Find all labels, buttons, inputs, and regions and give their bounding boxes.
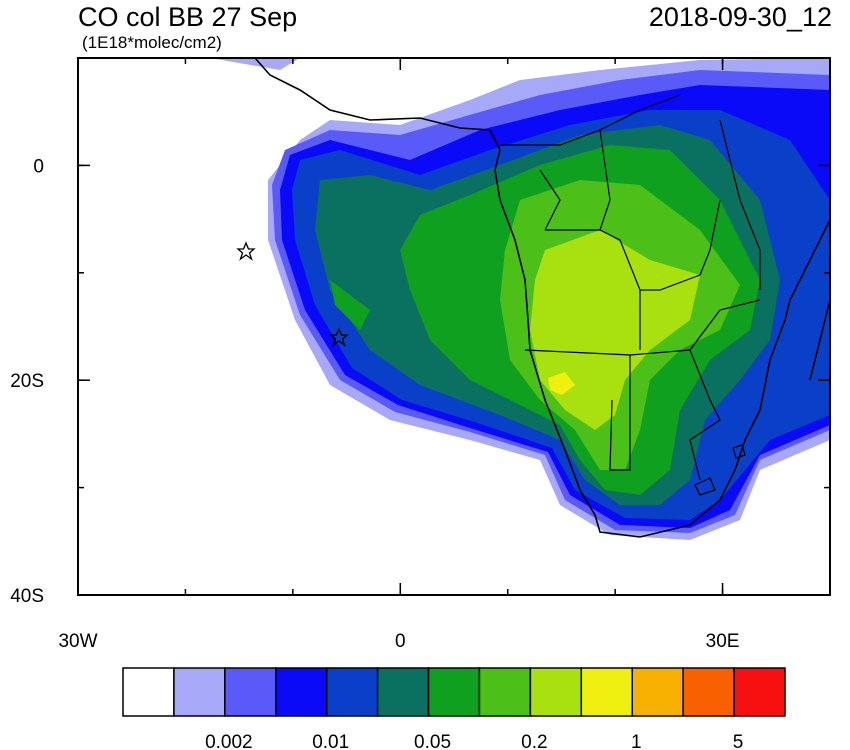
title: CO col BB 27 Sep [78,2,297,32]
colorbar-box [478,667,532,717]
colorbar-box [325,667,379,717]
map-frame [77,57,831,596]
units: (1E18*molec/cm2) [82,33,222,52]
colorbar-label: 0.01 [312,732,349,750]
colorbar-label: 0.002 [205,732,253,750]
borders [500,94,761,481]
swaziland [732,444,746,459]
date: 2018-09-30_12 [649,2,832,32]
y-tick-label: 0 [33,156,44,177]
colorbar-box [376,667,430,717]
station-star [329,327,349,347]
madagascar [809,299,830,381]
colorbar-box [122,667,175,717]
colorbar-label: 5 [733,732,744,750]
colorbar-label: 1 [631,732,642,750]
field-yellow [548,372,575,395]
x-tick-label: 0 [395,631,406,652]
field-yellowgreen [530,230,700,430]
colorbar-box [580,667,633,717]
x-tick-label: 30E [706,631,740,652]
station-star [236,241,256,261]
colorbar-box [427,667,481,717]
x-tick-label: 30W [58,631,97,652]
field [210,58,830,540]
y-tick-label: 20S [10,371,44,392]
colorbar-box [224,667,277,717]
colorbar-box [173,667,226,717]
colorbar-box [682,667,735,717]
africa-coast [254,58,830,538]
colorbar-box [733,667,786,717]
colorbar-label: 0.05 [414,732,451,750]
lesotho [694,477,716,496]
colorbar-box [631,667,684,717]
colorbar-box [529,667,583,717]
colorbar-box [275,667,328,717]
colorbar-label: 0.2 [521,732,547,750]
y-tick-label: 40S [10,586,44,607]
coastlines [254,58,830,538]
